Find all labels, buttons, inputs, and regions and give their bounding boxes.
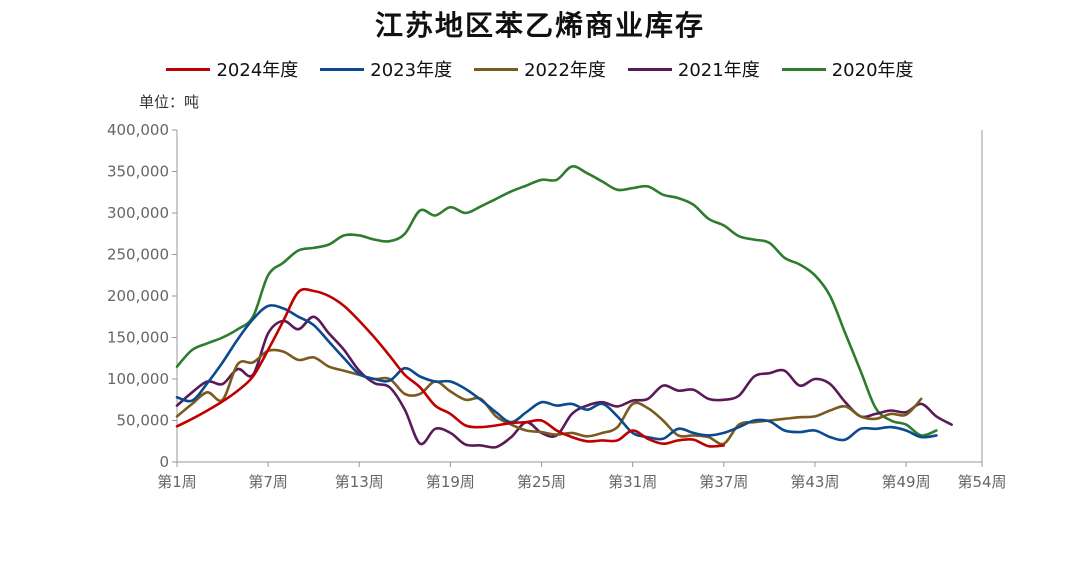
legend-swatch [781,67,826,71]
y-tick-label: 400,000 [107,121,169,139]
y-tick-label: 50,000 [117,412,170,430]
legend-swatch [166,67,211,71]
x-tick-label: 第25周 [517,473,566,491]
legend-label: 2023年度 [370,60,453,81]
legend-swatch [627,67,672,71]
legend-item: 2020年度 [781,56,914,82]
legend-item: 2021年度 [627,56,760,82]
series-line-2023年度 [175,304,938,442]
series-line-2020年度 [175,165,938,437]
y-tick-label: 300,000 [107,204,169,222]
x-tick-label: 第43周 [790,473,839,491]
y-tick-label: 250,000 [107,246,169,264]
y-tick-label: 350,000 [107,163,169,181]
y-tick-label: 150,000 [107,329,169,347]
y-tick-label: 100,000 [107,370,169,388]
chart-title: 江苏地区苯乙烯商业库存 [374,9,705,42]
legend-swatch [320,67,365,71]
legend-item: 2023年度 [320,56,452,82]
x-tick-label: 第1周 [157,473,197,491]
x-tick-label: 第37周 [699,473,748,491]
unit-label: 单位：吨 [139,93,200,111]
x-tick-label: 第54周 [957,473,1006,491]
legend-label: 2020年度 [831,60,914,81]
legend-item: 2022年度 [474,56,606,82]
x-tick-label: 第13周 [335,473,384,491]
legend-label: 2022年度 [524,60,606,81]
x-tick-label: 第31周 [608,473,657,491]
series-line-2022年度 [175,348,923,446]
x-tick-label: 第19周 [426,473,475,491]
legend-label: 2024年度 [216,60,299,81]
series-line-2021年度 [175,315,953,449]
x-tick-label: 第7周 [248,473,288,491]
legend-swatch [474,67,519,71]
y-tick-label: 0 [159,453,169,471]
legend-label: 2021年度 [677,60,760,81]
x-tick-label: 第49周 [882,473,931,491]
series-line-2024年度 [175,287,726,448]
legend: 2024年度 2023年度 2022年度 2021年度 2020年度 [0,56,1080,82]
legend-item: 2024年度 [166,56,298,82]
y-tick-label: 200,000 [107,287,169,305]
